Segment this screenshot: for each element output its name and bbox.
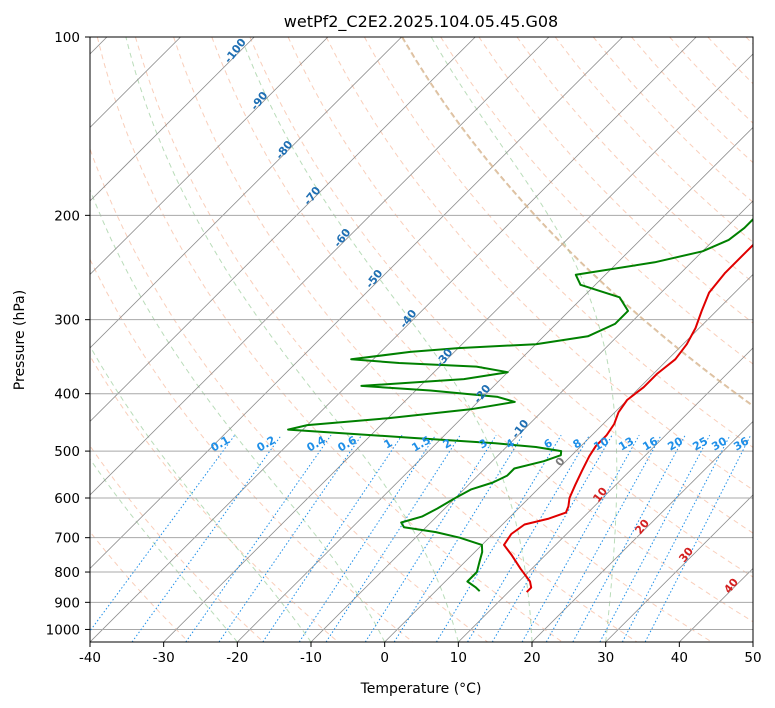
isotherm-line (458, 347, 753, 642)
x-tick-label: -30 (153, 650, 175, 666)
y-tick-label: 900 (54, 595, 80, 611)
x-tick-label: 30 (597, 650, 614, 666)
isotherm-line (531, 420, 753, 642)
x-tick-label: 40 (671, 650, 688, 666)
dry-adiabat-line (211, 37, 753, 623)
dry-adiabat-line (90, 445, 264, 642)
isotherm-line (163, 53, 753, 642)
x-tick-label: -40 (79, 650, 101, 666)
y-axis-label: Pressure (hPa) (12, 290, 28, 390)
isotherm-line (90, 37, 476, 423)
y-tick-label: 500 (54, 444, 80, 460)
moist-adiabat-line (90, 458, 238, 642)
isotherm-line (90, 37, 697, 642)
x-tick-label: -10 (300, 650, 322, 666)
plot-frame (89, 36, 754, 643)
mixing-ratio-line (364, 434, 497, 642)
x-tick-label: 10 (450, 650, 467, 666)
mixing-ratio-line (218, 434, 363, 642)
axes-layer: -40 -30 -20 -10 0 10 20 30 40 50 100 200 300 400 500 60… (46, 30, 762, 666)
mixing-ratio-line (491, 434, 613, 642)
moist-adiabat-line (125, 37, 459, 642)
temperature-profile-line (503, 243, 753, 593)
isotherm-line (237, 126, 753, 642)
mixing-ratio-line (644, 434, 752, 642)
dry-adiabat-line (287, 37, 753, 534)
x-tick-label: 50 (744, 650, 761, 666)
moist-adiabat-line (90, 188, 386, 642)
moist-adiabat-line (430, 37, 618, 642)
isotherm-line (90, 37, 623, 570)
mixing-ratio-line (185, 434, 332, 642)
x-tick-label: 0 (380, 650, 389, 666)
chart-title: wetPf2_C2E2.2025.104.05.45.G08 (284, 12, 558, 32)
x-tick-label: -20 (226, 650, 248, 666)
mixing-ratio-line (262, 434, 403, 642)
dry-adiabat-line (173, 37, 712, 642)
isotherm-line (90, 37, 550, 496)
outer-reference-curve (401, 37, 753, 408)
mixing-ratio-line (572, 434, 686, 642)
dry-adiabat-line (90, 355, 339, 642)
mixing-ratio-line (325, 434, 461, 642)
mixing-ratio-line (435, 434, 562, 642)
y-tick-label: 400 (54, 387, 80, 403)
dry-adiabat-line (96, 37, 563, 642)
dry-adiabat-line (90, 147, 488, 642)
y-tick-label: 600 (54, 491, 80, 507)
dry-adiabat-line (325, 37, 753, 491)
mixing-ratio-line (545, 434, 662, 642)
y-tick-label: 100 (54, 30, 80, 46)
mixing-ratio-line (298, 434, 436, 642)
dewpoint-profile-line (287, 217, 753, 592)
x-tick-label: 20 (523, 650, 540, 666)
isotherm-line (90, 37, 329, 275)
isotherm-line (310, 200, 753, 642)
isotherm-line (605, 494, 753, 642)
mixing-ratio-line (467, 434, 590, 642)
moist-adiabat-line (240, 37, 533, 642)
isotherm-line (90, 37, 402, 349)
isotherm-line (90, 37, 255, 202)
dry-adiabat-line (363, 37, 753, 448)
dry-adiabat-line (134, 37, 638, 642)
y-tick-label: 700 (54, 531, 80, 547)
isotherm-line (384, 273, 753, 642)
y-tick-label: 1000 (46, 622, 80, 638)
series-layer (287, 217, 753, 593)
moist-adiabat-line (90, 345, 312, 642)
grid-layer (90, 37, 753, 642)
dry-adiabat-line (249, 37, 753, 578)
y-tick-label: 300 (54, 313, 80, 329)
y-tick-label: 800 (54, 565, 80, 581)
x-axis-label: Temperature (°C) (360, 681, 482, 697)
y-tick-label: 200 (54, 208, 80, 224)
mixing-ratio-line (521, 434, 640, 642)
